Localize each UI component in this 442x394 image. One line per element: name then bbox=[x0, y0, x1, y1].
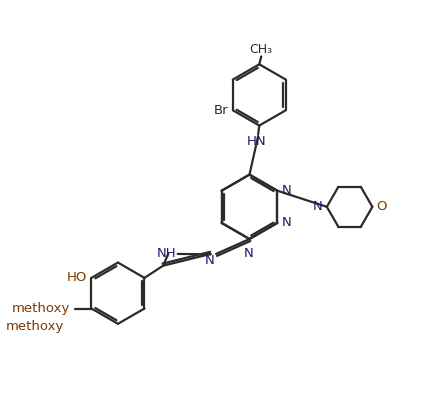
Text: O: O bbox=[376, 200, 387, 213]
Text: HN: HN bbox=[246, 136, 266, 149]
Text: Br: Br bbox=[213, 104, 228, 117]
Text: N: N bbox=[204, 254, 214, 267]
Text: N: N bbox=[281, 216, 291, 229]
Text: N: N bbox=[244, 247, 254, 260]
Text: HO: HO bbox=[67, 271, 88, 284]
Text: methoxy: methoxy bbox=[6, 320, 64, 333]
Text: NH: NH bbox=[157, 247, 177, 260]
Text: CH₃: CH₃ bbox=[250, 43, 273, 56]
Text: methoxy: methoxy bbox=[11, 302, 70, 315]
Text: N: N bbox=[313, 200, 323, 213]
Text: N: N bbox=[281, 184, 291, 197]
